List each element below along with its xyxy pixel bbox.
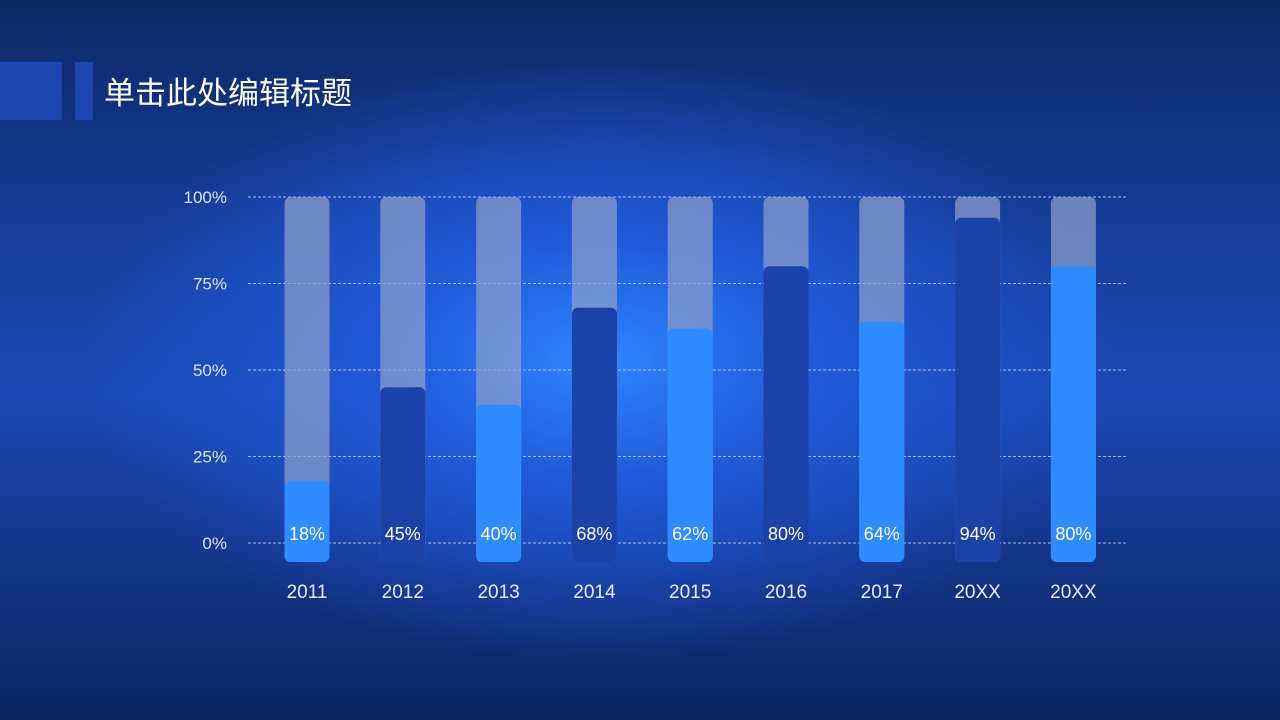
title-accent-block	[0, 62, 62, 120]
bar-value-label: 80%	[1055, 524, 1091, 544]
bar-value-label: 64%	[864, 524, 900, 544]
bar-value-label: 40%	[481, 524, 517, 544]
bar-value-label: 80%	[768, 524, 804, 544]
y-tick-label: 0%	[202, 534, 227, 553]
bar-value-label: 62%	[672, 524, 708, 544]
x-axis-categories: 2011 2012 2013 2014 2015 2016 2017 20XX 20XX	[287, 582, 1097, 603]
value-labels: 18% 45% 40% 68% 62% 80% 64% 94% 80%	[289, 524, 1091, 544]
title-accent-bar	[75, 62, 93, 120]
y-tick-label: 50%	[193, 361, 227, 380]
slide-title[interactable]: 单击此处编辑标题	[104, 76, 352, 112]
bar-track	[284, 197, 330, 562]
x-category-label: 2015	[669, 582, 711, 603]
y-tick-label: 100%	[184, 188, 227, 207]
x-category-label: 2014	[573, 582, 616, 603]
bar[interactable]	[763, 266, 809, 562]
y-tick-label: 25%	[193, 448, 227, 467]
bar-value-label: 45%	[385, 524, 421, 544]
x-category-label: 20XX	[954, 582, 1001, 603]
bar[interactable]	[859, 321, 905, 562]
bar-value-label: 94%	[960, 524, 996, 544]
y-tick-label: 75%	[193, 275, 227, 294]
bar[interactable]	[955, 217, 1001, 562]
bar[interactable]	[476, 404, 522, 562]
x-category-label: 2016	[765, 582, 807, 603]
bars	[284, 197, 1096, 562]
bar[interactable]	[667, 328, 713, 562]
y-axis-ticks: 0% 25% 50% 75% 100%	[184, 188, 227, 553]
bar[interactable]	[1050, 266, 1096, 562]
x-category-label: 2017	[861, 582, 903, 603]
bar[interactable]	[571, 307, 617, 562]
x-category-label: 2012	[382, 582, 424, 603]
x-category-label: 2011	[287, 582, 328, 603]
bar[interactable]	[284, 480, 330, 562]
bar-value-label: 18%	[289, 524, 325, 544]
x-category-label: 20XX	[1050, 582, 1097, 603]
x-category-label: 2013	[477, 582, 519, 603]
bar-value-label: 68%	[576, 524, 612, 544]
bar[interactable]	[380, 387, 426, 562]
